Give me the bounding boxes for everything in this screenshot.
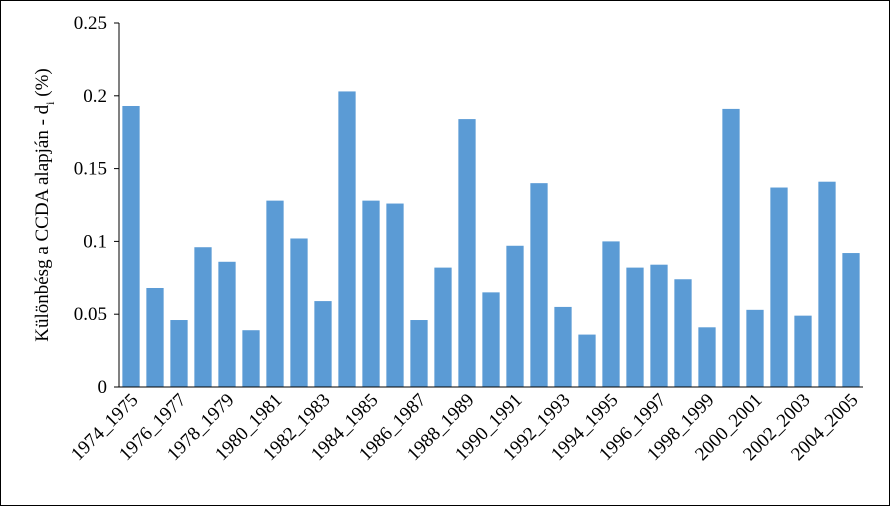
bar — [242, 330, 260, 387]
y-axis-label: Különbésg a CCDA alapján - di (%) — [32, 68, 57, 342]
bar — [266, 200, 284, 387]
bar — [170, 320, 188, 387]
bar — [218, 261, 236, 387]
y-label-text: Különbésg a CCDA alapján - d — [32, 104, 53, 341]
bar — [770, 187, 788, 387]
bar — [674, 279, 692, 387]
bar — [434, 267, 452, 387]
bar — [650, 264, 668, 387]
y-label-suffix: (%) — [32, 68, 53, 101]
bar — [842, 253, 860, 387]
bar — [482, 292, 500, 387]
bar — [314, 301, 332, 387]
bar — [746, 309, 764, 387]
bar — [602, 241, 620, 387]
y-tick-label: 0.2 — [83, 86, 107, 107]
bar — [722, 108, 740, 388]
y-tick-label: 0.05 — [74, 304, 107, 325]
y-tick-label: 0.15 — [74, 159, 107, 180]
bar — [410, 320, 428, 387]
y-tick-label: 0.25 — [74, 13, 107, 34]
bar — [578, 334, 596, 387]
bar — [338, 91, 356, 387]
bar — [458, 119, 476, 387]
y-tick-label: 0.1 — [83, 231, 107, 252]
bar — [530, 183, 548, 387]
bar — [506, 245, 524, 387]
bar — [818, 181, 836, 387]
bar — [386, 203, 404, 387]
bar — [626, 267, 644, 387]
bar — [794, 315, 812, 387]
bar — [554, 306, 572, 387]
bar — [146, 287, 164, 387]
bar — [362, 200, 380, 387]
bar — [194, 247, 212, 387]
bar — [290, 238, 308, 387]
y-tick-label: 0 — [98, 377, 108, 398]
bar — [698, 327, 716, 387]
y-label-subscript: i — [43, 101, 57, 105]
bar — [122, 105, 140, 387]
